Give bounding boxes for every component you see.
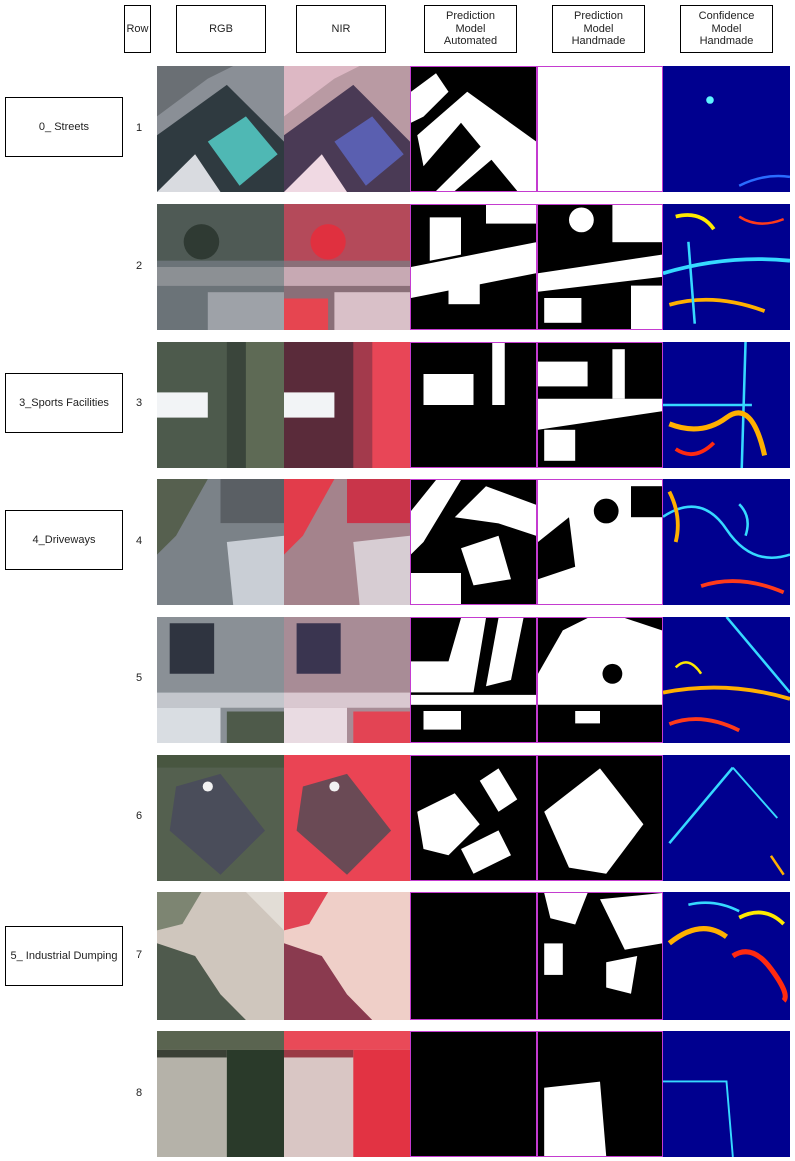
nir-image	[284, 342, 410, 468]
prediction-handmade-mask	[537, 342, 663, 468]
prediction-automated-mask	[410, 617, 537, 743]
row-number: 3	[135, 397, 143, 409]
category-streets: 0_ Streets	[5, 97, 123, 157]
prediction-automated-mask	[410, 204, 537, 330]
confidence-heatmap	[663, 342, 790, 468]
confidence-heatmap	[663, 479, 790, 605]
rgb-image	[157, 204, 284, 330]
nir-image	[284, 479, 410, 605]
prediction-handmade-mask	[537, 204, 663, 330]
prediction-handmade-mask	[537, 617, 663, 743]
confidence-heatmap	[663, 204, 790, 330]
prediction-automated-mask	[410, 66, 537, 192]
header-rgb: RGB	[176, 5, 266, 53]
confidence-heatmap	[663, 892, 790, 1020]
prediction-automated-mask	[410, 479, 537, 605]
prediction-handmade-mask	[537, 755, 663, 881]
row-number: 8	[135, 1087, 143, 1099]
rgb-image	[157, 479, 284, 605]
row-number: 5	[135, 672, 143, 684]
header-nir: NIR	[296, 5, 386, 53]
prediction-handmade-mask	[537, 66, 663, 192]
confidence-heatmap	[663, 1031, 790, 1157]
nir-image	[284, 204, 410, 330]
category-industrial-dumping: 5_ Industrial Dumping	[5, 926, 123, 986]
nir-image	[284, 66, 410, 192]
row-number: 6	[135, 810, 143, 822]
prediction-handmade-mask	[537, 1031, 663, 1157]
header-prediction-automated: Prediction Model Automated	[424, 5, 517, 53]
confidence-heatmap	[663, 66, 790, 192]
rgb-image	[157, 66, 284, 192]
header-row: Row	[124, 5, 151, 53]
row-number: 4	[135, 535, 143, 547]
nir-image	[284, 617, 410, 743]
row-number: 1	[135, 122, 143, 134]
category-driveways: 4_Driveways	[5, 510, 123, 570]
prediction-automated-mask	[410, 755, 537, 881]
nir-image	[284, 755, 410, 881]
nir-image	[284, 1031, 410, 1157]
confidence-heatmap	[663, 755, 790, 881]
category-sports-facilities: 3_Sports Facilities	[5, 373, 123, 433]
prediction-automated-mask	[410, 892, 537, 1020]
header-confidence-handmade: Confidence Model Handmade	[680, 5, 773, 53]
nir-image	[284, 892, 410, 1020]
prediction-handmade-mask	[537, 892, 663, 1020]
row-number: 7	[135, 949, 143, 961]
rgb-image	[157, 755, 284, 881]
rgb-image	[157, 1031, 284, 1157]
rgb-image	[157, 617, 284, 743]
prediction-handmade-mask	[537, 479, 663, 605]
rgb-image	[157, 342, 284, 468]
prediction-automated-mask	[410, 1031, 537, 1157]
header-prediction-handmade: Prediction Model Handmade	[552, 5, 645, 53]
prediction-automated-mask	[410, 342, 537, 468]
rgb-image	[157, 892, 284, 1020]
row-number: 2	[135, 260, 143, 272]
confidence-heatmap	[663, 617, 790, 743]
